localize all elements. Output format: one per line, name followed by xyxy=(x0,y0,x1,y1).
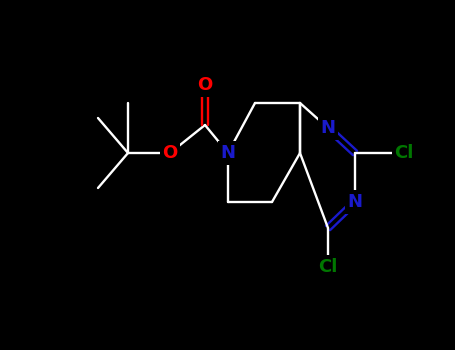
Text: N: N xyxy=(320,119,335,137)
Text: Cl: Cl xyxy=(394,144,414,162)
Text: Cl: Cl xyxy=(318,258,338,276)
Text: N: N xyxy=(348,193,363,211)
Text: N: N xyxy=(221,144,236,162)
Text: O: O xyxy=(162,144,177,162)
Text: O: O xyxy=(197,76,212,94)
